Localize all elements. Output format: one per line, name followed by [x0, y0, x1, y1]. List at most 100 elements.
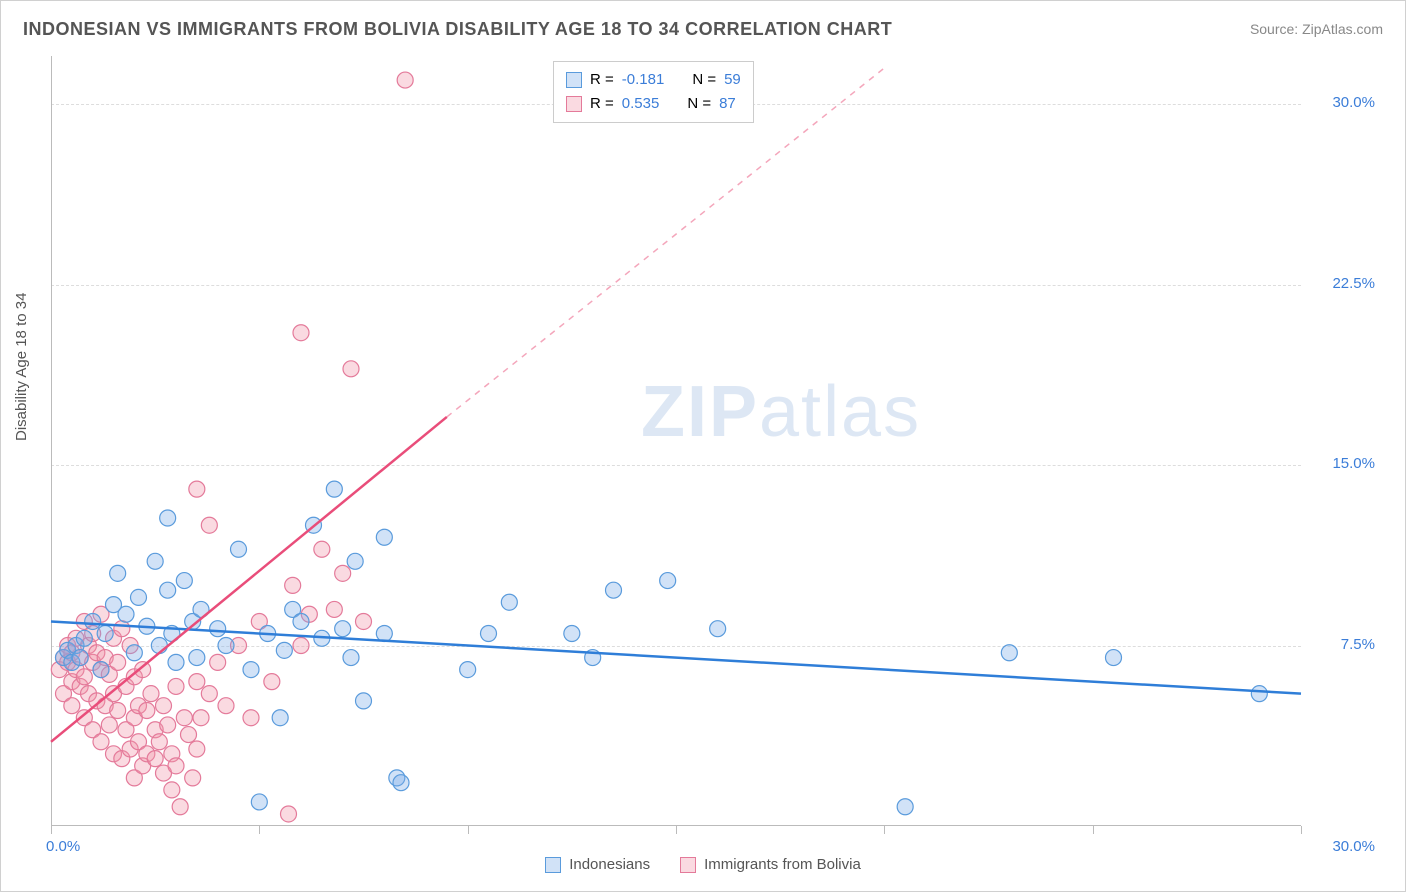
chart-title: INDONESIAN VS IMMIGRANTS FROM BOLIVIA DI…: [23, 19, 892, 40]
n-label2: N =: [687, 92, 711, 116]
data-point: [93, 734, 109, 750]
data-point: [501, 594, 517, 610]
data-point: [72, 650, 88, 666]
data-point: [218, 698, 234, 714]
n-value-series1: 59: [724, 68, 741, 92]
legend-row-series2: R = 0.535 N = 87: [566, 92, 741, 116]
data-point: [376, 626, 392, 642]
data-point: [201, 686, 217, 702]
r-value-series1: -0.181: [622, 68, 665, 92]
legend-item-series2: Immigrants from Bolivia: [680, 856, 861, 873]
data-point: [168, 654, 184, 670]
data-point: [481, 626, 497, 642]
x-tick: [259, 826, 260, 834]
data-point: [185, 770, 201, 786]
n-label: N =: [692, 68, 716, 92]
data-point: [710, 621, 726, 637]
legend-item-series1: Indonesians: [545, 856, 650, 873]
data-point: [293, 638, 309, 654]
data-point: [231, 541, 247, 557]
x-max-label: 30.0%: [1332, 838, 1375, 855]
chart-container: INDONESIAN VS IMMIGRANTS FROM BOLIVIA DI…: [0, 0, 1406, 892]
data-point: [168, 678, 184, 694]
x-tick: [676, 826, 677, 834]
data-point: [393, 775, 409, 791]
data-point: [176, 573, 192, 589]
data-point: [264, 674, 280, 690]
y-axis-label: Disability Age 18 to 34: [13, 293, 30, 441]
data-point: [85, 613, 101, 629]
data-point: [347, 553, 363, 569]
x-min-label: 0.0%: [46, 838, 80, 855]
data-point: [1106, 650, 1122, 666]
data-point: [181, 727, 197, 743]
data-point: [110, 703, 126, 719]
data-point: [1251, 686, 1267, 702]
data-point: [210, 654, 226, 670]
data-point: [293, 325, 309, 341]
x-tick: [468, 826, 469, 834]
data-point: [143, 686, 159, 702]
data-point: [176, 710, 192, 726]
data-point: [189, 650, 205, 666]
y-tick-label: 22.5%: [1332, 275, 1375, 292]
r-label2: R =: [590, 92, 614, 116]
data-point: [189, 481, 205, 497]
data-point: [314, 541, 330, 557]
trend-line: [51, 417, 447, 742]
data-point: [147, 553, 163, 569]
swatch-series2: [566, 96, 582, 112]
data-point: [164, 782, 180, 798]
data-point: [114, 621, 130, 637]
correlation-legend: R = -0.181 N = 59 R = 0.535 N = 87: [553, 61, 754, 123]
data-point: [272, 710, 288, 726]
data-point: [376, 529, 392, 545]
x-tick: [51, 826, 52, 834]
data-point: [189, 741, 205, 757]
data-point: [281, 806, 297, 822]
y-tick-label: 15.0%: [1332, 455, 1375, 472]
data-point: [606, 582, 622, 598]
x-tick: [884, 826, 885, 834]
data-point: [139, 703, 155, 719]
data-point: [110, 654, 126, 670]
legend-label-series1: Indonesians: [569, 856, 650, 873]
data-point: [335, 565, 351, 581]
data-point: [189, 674, 205, 690]
data-point: [101, 717, 117, 733]
data-point: [276, 642, 292, 658]
data-point: [126, 645, 142, 661]
data-point: [335, 621, 351, 637]
y-tick-label: 30.0%: [1332, 94, 1375, 111]
source-label: Source: ZipAtlas.com: [1250, 21, 1383, 37]
data-point: [356, 613, 372, 629]
data-point: [210, 621, 226, 637]
data-point: [118, 606, 134, 622]
data-point: [151, 734, 167, 750]
data-point: [251, 794, 267, 810]
x-tick: [1301, 826, 1302, 834]
data-point: [76, 669, 92, 685]
data-point: [110, 565, 126, 581]
swatch-bottom-series2: [680, 857, 696, 873]
y-tick-label: 7.5%: [1341, 636, 1375, 653]
data-point: [93, 662, 109, 678]
data-point: [160, 717, 176, 733]
data-point: [326, 601, 342, 617]
data-point: [343, 650, 359, 666]
data-point: [147, 751, 163, 767]
data-point: [660, 573, 676, 589]
data-point: [1001, 645, 1017, 661]
data-point: [151, 638, 167, 654]
data-point: [243, 662, 259, 678]
data-point: [131, 589, 147, 605]
data-point: [564, 626, 580, 642]
data-point: [168, 758, 184, 774]
legend-label-series2: Immigrants from Bolivia: [704, 856, 861, 873]
data-point: [97, 626, 113, 642]
data-point: [193, 710, 209, 726]
legend-row-series1: R = -0.181 N = 59: [566, 68, 741, 92]
r-label: R =: [590, 68, 614, 92]
n-value-series2: 87: [719, 92, 736, 116]
data-point: [397, 72, 413, 88]
